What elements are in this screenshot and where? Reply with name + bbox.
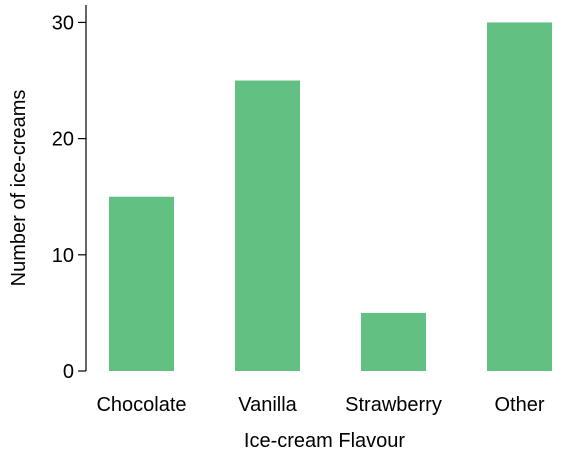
bar-other — [487, 22, 552, 372]
x-tick-label-strawberry: Strawberry — [345, 394, 442, 416]
bar-strawberry — [361, 312, 426, 371]
bar-chocolate — [109, 196, 174, 371]
y-tick-label-30: 30 — [52, 12, 74, 34]
bar-vanilla — [235, 80, 300, 372]
x-tick-label-other: Other — [494, 394, 544, 416]
y-ticks-group: 0 10 20 30 — [52, 12, 86, 383]
y-tick-label-20: 20 — [52, 129, 74, 151]
y-axis-title: Number of ice-creams — [8, 90, 30, 287]
x-tick-label-vanilla: Vanilla — [238, 394, 297, 416]
y-tick-label-10: 10 — [52, 245, 74, 267]
x-axis-title: Ice-cream Flavour — [244, 430, 405, 452]
bars-group — [109, 22, 552, 372]
y-tick-label-0: 0 — [63, 361, 74, 383]
x-tick-label-chocolate: Chocolate — [96, 394, 186, 416]
x-ticks-group: Chocolate Vanilla Strawberry Other — [96, 394, 544, 416]
